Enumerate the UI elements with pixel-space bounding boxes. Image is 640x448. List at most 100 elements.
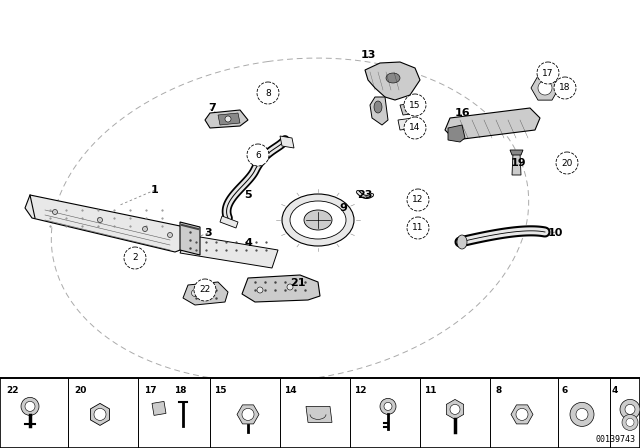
Text: 10: 10 <box>547 228 563 238</box>
Circle shape <box>97 217 102 223</box>
Bar <box>0 378 640 448</box>
Polygon shape <box>446 400 463 419</box>
Text: 11: 11 <box>424 386 436 395</box>
Circle shape <box>168 233 173 237</box>
Text: 14: 14 <box>410 124 420 133</box>
Circle shape <box>625 405 635 414</box>
Text: 5: 5 <box>244 190 252 200</box>
Polygon shape <box>220 216 238 228</box>
Circle shape <box>622 414 638 431</box>
Polygon shape <box>531 76 559 100</box>
Ellipse shape <box>386 73 400 83</box>
Text: 21: 21 <box>291 278 306 288</box>
Text: 20: 20 <box>561 159 573 168</box>
Polygon shape <box>398 118 415 130</box>
Circle shape <box>242 409 254 420</box>
Text: 15: 15 <box>409 100 420 109</box>
Circle shape <box>94 409 106 420</box>
Circle shape <box>404 94 426 116</box>
Circle shape <box>516 409 528 420</box>
Polygon shape <box>510 150 523 155</box>
Circle shape <box>556 152 578 174</box>
Circle shape <box>194 279 216 301</box>
Polygon shape <box>25 195 188 252</box>
Text: 15: 15 <box>214 386 227 395</box>
Polygon shape <box>242 275 320 302</box>
Text: 12: 12 <box>354 386 367 395</box>
Text: 23: 23 <box>357 190 372 200</box>
Text: 8: 8 <box>495 386 501 395</box>
Polygon shape <box>511 405 533 424</box>
Circle shape <box>407 189 429 211</box>
Text: 22: 22 <box>200 285 211 294</box>
Text: 6: 6 <box>562 386 568 395</box>
Ellipse shape <box>290 201 346 239</box>
Polygon shape <box>365 62 420 100</box>
Text: 13: 13 <box>360 50 376 60</box>
Circle shape <box>21 397 39 415</box>
Text: 17: 17 <box>144 386 157 395</box>
Ellipse shape <box>282 194 354 246</box>
Text: 19: 19 <box>510 158 526 168</box>
Text: 4: 4 <box>612 386 618 395</box>
Polygon shape <box>280 136 294 148</box>
Circle shape <box>576 409 588 420</box>
Text: 18: 18 <box>559 83 571 92</box>
Ellipse shape <box>457 235 467 249</box>
Text: 16: 16 <box>455 108 471 118</box>
Text: 8: 8 <box>265 89 271 98</box>
Circle shape <box>537 62 559 84</box>
Polygon shape <box>370 97 388 125</box>
Circle shape <box>257 82 279 104</box>
Text: 00139743: 00139743 <box>596 435 636 444</box>
Circle shape <box>380 398 396 414</box>
Circle shape <box>124 247 146 269</box>
Text: 3: 3 <box>204 228 212 238</box>
Text: 6: 6 <box>255 151 261 159</box>
Circle shape <box>25 401 35 411</box>
Text: 20: 20 <box>74 386 86 395</box>
Text: 4: 4 <box>244 238 252 248</box>
Text: 2: 2 <box>132 254 138 263</box>
Circle shape <box>225 116 231 122</box>
Circle shape <box>407 217 429 239</box>
Polygon shape <box>90 403 109 426</box>
Polygon shape <box>512 153 521 175</box>
Polygon shape <box>448 125 465 142</box>
Text: 14: 14 <box>284 386 296 395</box>
Text: 7: 7 <box>208 103 216 113</box>
Polygon shape <box>180 222 200 255</box>
Ellipse shape <box>304 210 332 230</box>
Text: 11: 11 <box>412 224 424 233</box>
Polygon shape <box>205 110 248 128</box>
Polygon shape <box>218 113 240 125</box>
Polygon shape <box>180 235 278 268</box>
Text: 12: 12 <box>412 195 424 204</box>
Ellipse shape <box>374 101 382 113</box>
Circle shape <box>247 144 269 166</box>
Text: 18: 18 <box>174 386 186 395</box>
Text: 9: 9 <box>339 203 347 213</box>
Circle shape <box>570 402 594 426</box>
Circle shape <box>257 287 263 293</box>
Text: 17: 17 <box>542 69 554 78</box>
Circle shape <box>52 210 58 215</box>
Polygon shape <box>306 406 332 422</box>
Circle shape <box>287 284 293 290</box>
Circle shape <box>554 77 576 99</box>
Circle shape <box>538 81 552 95</box>
Polygon shape <box>152 401 166 415</box>
Circle shape <box>450 405 460 414</box>
Circle shape <box>143 227 147 232</box>
Polygon shape <box>237 405 259 424</box>
Polygon shape <box>445 108 540 140</box>
Circle shape <box>626 418 634 426</box>
Circle shape <box>384 402 392 410</box>
Text: 22: 22 <box>6 386 19 395</box>
Polygon shape <box>183 282 228 305</box>
Text: 1: 1 <box>151 185 159 195</box>
Circle shape <box>404 117 426 139</box>
Circle shape <box>620 400 640 419</box>
Polygon shape <box>400 103 418 115</box>
Circle shape <box>191 289 198 297</box>
